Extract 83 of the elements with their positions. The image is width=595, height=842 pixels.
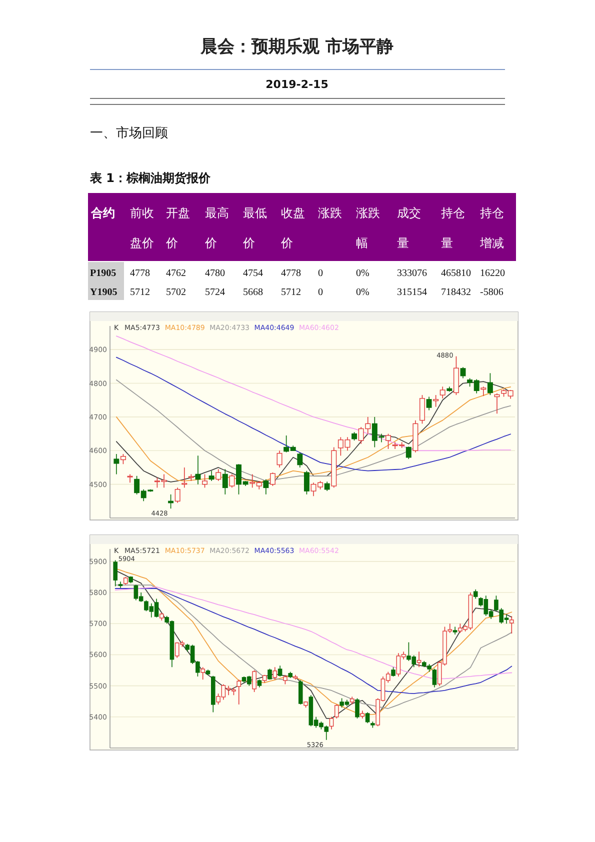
candlestick <box>416 651 422 668</box>
text: 718432 <box>441 287 471 298</box>
category-label: 涨跌 <box>318 206 342 220</box>
candlestick <box>334 704 339 719</box>
candlestick <box>195 455 201 485</box>
category-label: 涨跌幅 <box>356 206 380 250</box>
candlestick <box>329 716 334 730</box>
candlestick <box>386 433 391 450</box>
text: 2019-2-15 <box>266 78 328 91</box>
candlestick <box>114 454 120 475</box>
candlestick <box>324 481 330 492</box>
candlestick <box>252 670 256 692</box>
candlestick <box>272 666 278 680</box>
category-label: 最高价 <box>205 206 229 250</box>
text: 4780 <box>205 268 225 279</box>
candlestick <box>298 680 303 705</box>
text: 晨会：预期乐观 市场平静 <box>200 37 394 57</box>
category-label: 持仓量 <box>441 206 465 250</box>
category-label: 成交量 <box>397 206 421 250</box>
text: 表 1：棕榈油期货报价 <box>89 171 212 185</box>
text: 0% <box>356 287 370 298</box>
candlestick <box>222 468 228 495</box>
text: 0 <box>318 287 323 298</box>
candlestick <box>365 712 370 724</box>
category-label: 开盘价 <box>166 206 190 250</box>
candlestick <box>127 474 133 484</box>
category-label: 前收盘价 <box>130 206 154 250</box>
candlestick <box>391 666 396 677</box>
candlestick <box>236 679 242 705</box>
text: 16220 <box>480 268 505 279</box>
candlestick <box>473 589 478 600</box>
candlestick <box>200 666 205 680</box>
text: 5668 <box>243 287 263 298</box>
candlestick <box>263 478 269 495</box>
candlestick <box>426 396 432 411</box>
text: 315154 <box>397 287 427 298</box>
text: 合约 <box>90 206 115 220</box>
candlestick <box>304 470 310 495</box>
candlestick <box>355 698 360 719</box>
text: 5712 <box>281 287 301 298</box>
candlestick <box>120 454 126 465</box>
text: 一、市场回顾 <box>90 126 168 141</box>
text: 5724 <box>205 287 225 298</box>
text: 4754 <box>243 268 263 279</box>
text: 0% <box>356 268 370 279</box>
category-label: P1905 <box>90 268 116 279</box>
line-series <box>116 356 512 472</box>
candlestick <box>432 668 437 688</box>
text: 0 <box>318 268 323 279</box>
candlestick <box>278 665 282 677</box>
text: 5702 <box>166 287 186 298</box>
candlestick <box>283 674 288 685</box>
line-series <box>116 336 512 452</box>
text: 465810 <box>441 268 471 279</box>
text: -5806 <box>480 287 504 298</box>
text: 4778 <box>130 268 150 279</box>
candlestick <box>113 560 118 587</box>
text: 5712 <box>130 287 150 298</box>
candlestick <box>406 446 412 460</box>
candlestick <box>208 470 214 482</box>
category-label: 收盘价 <box>281 206 305 250</box>
candlestick <box>174 487 180 504</box>
candlestick <box>202 474 208 488</box>
candlestick <box>480 386 486 396</box>
candlestick <box>460 366 466 379</box>
category-label: 最低价 <box>243 206 267 250</box>
text: 4762 <box>166 268 186 279</box>
candlestick <box>182 467 188 488</box>
candlestick <box>510 616 514 634</box>
candlestick <box>118 581 123 588</box>
text: 4778 <box>281 268 301 279</box>
category-label: 持仓增减 <box>480 206 504 250</box>
category-label: Y1905 <box>90 287 118 298</box>
candlestick <box>229 474 235 488</box>
candlestick <box>297 452 303 468</box>
candlestick <box>270 472 276 486</box>
candlestick <box>276 450 282 468</box>
candlestick <box>487 372 493 396</box>
candlestick <box>433 394 439 408</box>
candlestick <box>420 394 425 424</box>
candlestick <box>216 468 222 482</box>
candlestick <box>440 386 446 399</box>
text: 333076 <box>397 268 427 279</box>
